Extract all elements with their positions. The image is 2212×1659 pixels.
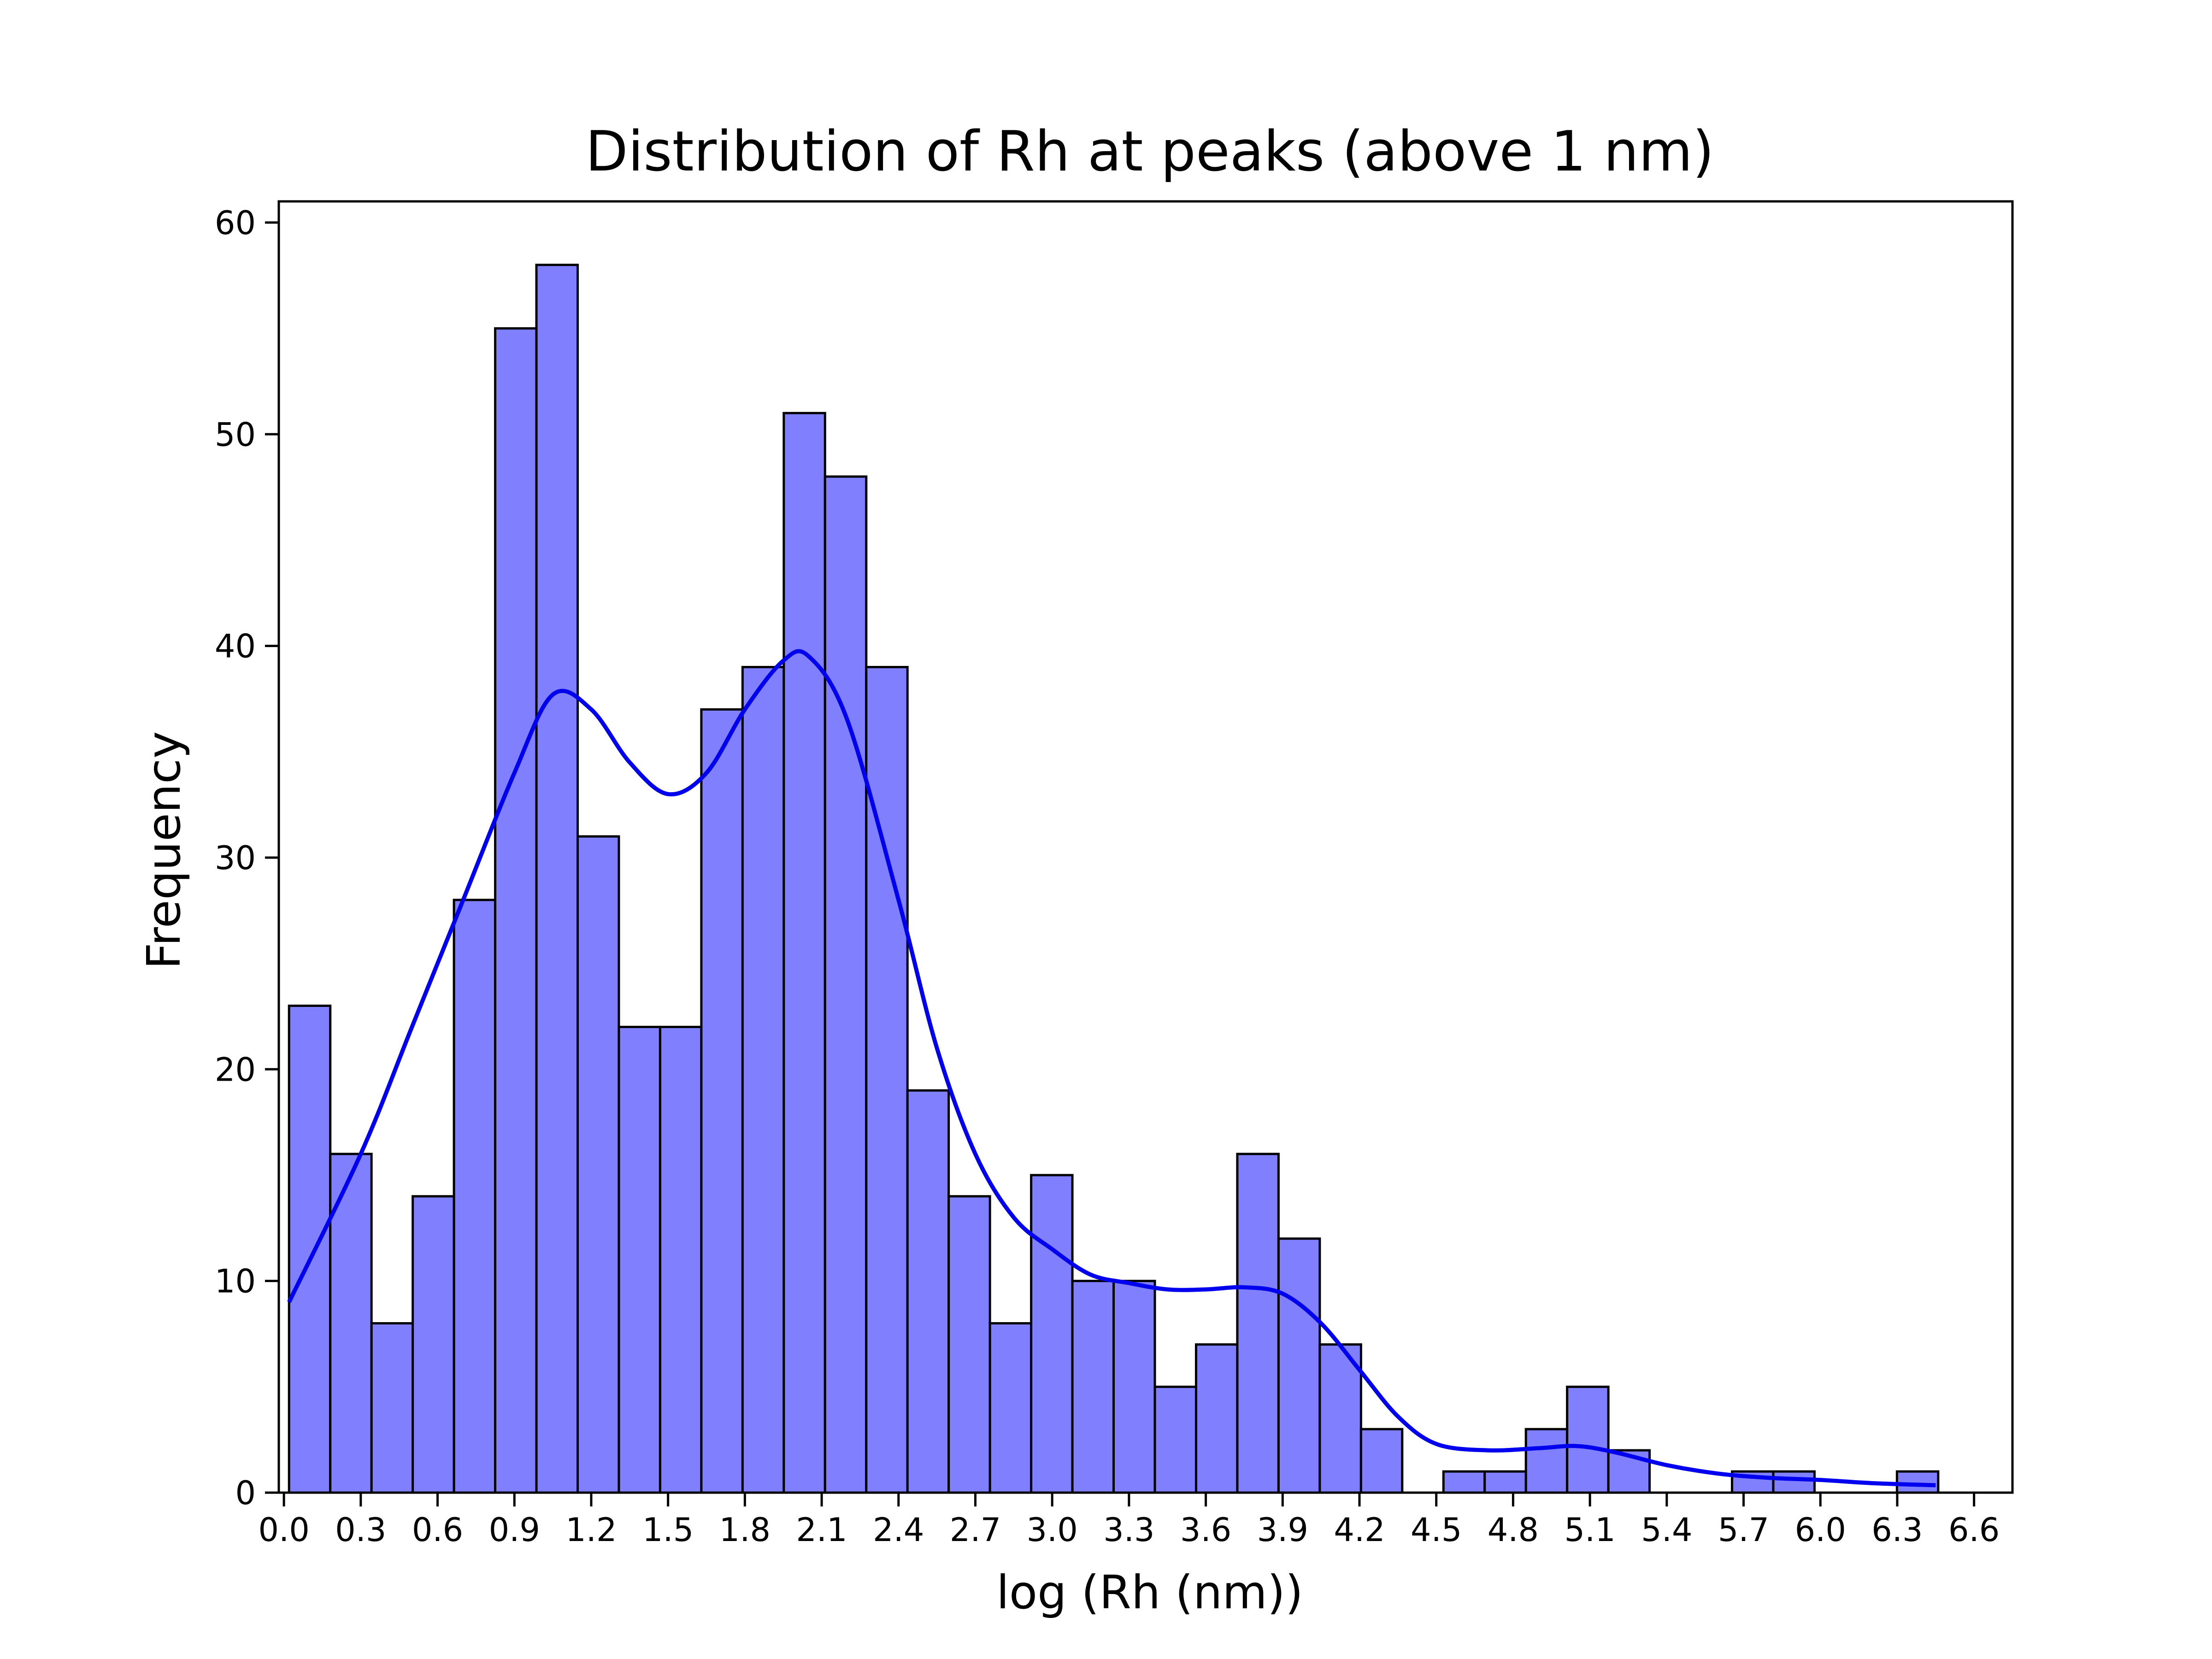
histogram-bar <box>1524 1428 1569 1494</box>
histogram-bar <box>988 1322 1033 1494</box>
x-tick-label: 3.6 <box>1180 1511 1231 1549</box>
chart-title: Distribution of Rh at peaks (above 1 nm) <box>585 120 1714 184</box>
histogram-bar <box>1483 1470 1527 1494</box>
x-tick-label: 1.8 <box>719 1511 771 1549</box>
x-tick-label: 3.0 <box>1027 1511 1078 1549</box>
histogram-bar <box>1153 1385 1197 1494</box>
x-tick-label: 2.1 <box>796 1511 847 1549</box>
histogram-bar <box>824 475 868 1494</box>
histogram-bar <box>1566 1385 1610 1494</box>
histogram-bar <box>370 1322 414 1494</box>
kde-line <box>287 649 1936 1488</box>
kde-curve-layer <box>287 649 1936 1488</box>
histogram-bar <box>906 1089 950 1494</box>
x-tick-label: 5.7 <box>1718 1511 1769 1549</box>
y-tick-label: 10 <box>215 1263 256 1300</box>
histogram-bar <box>659 1025 703 1494</box>
x-tick-label: 2.7 <box>950 1511 1001 1549</box>
x-tick-label: 0.6 <box>412 1511 463 1549</box>
x-tick-label: 5.1 <box>1564 1511 1615 1549</box>
y-axis-label: Frequency <box>137 731 191 970</box>
histogram-bar <box>329 1153 373 1494</box>
bar-series <box>288 264 1940 1494</box>
x-tick-label: 0.9 <box>489 1511 540 1549</box>
x-tick-label: 4.8 <box>1488 1511 1539 1549</box>
histogram-bar <box>1442 1470 1486 1494</box>
histogram-bar <box>1071 1280 1115 1494</box>
histogram-bar <box>1112 1280 1156 1494</box>
y-tick-label: 30 <box>215 839 256 877</box>
y-tick-label: 50 <box>215 416 256 453</box>
y-tick-label: 20 <box>215 1051 256 1088</box>
x-tick-label: 6.3 <box>1871 1511 1923 1549</box>
x-tick-label: 3.9 <box>1257 1511 1308 1549</box>
plot-frame <box>277 200 2014 1494</box>
histogram-bar <box>1030 1174 1074 1494</box>
histogram-bar <box>453 899 497 1494</box>
histogram-bar <box>947 1195 991 1494</box>
histogram-bar <box>1895 1470 1940 1494</box>
y-axis-ticks: 0 10 20 30 40 50 60 <box>215 204 279 1512</box>
histogram-bar <box>576 835 620 1494</box>
x-tick-label: 0.3 <box>335 1511 386 1549</box>
x-tick-label: 1.5 <box>642 1511 694 1549</box>
histogram-bar <box>1236 1153 1280 1494</box>
histogram-bar <box>288 1005 332 1494</box>
histogram-bar <box>782 412 826 1494</box>
x-tick-label: 0.0 <box>258 1511 309 1549</box>
x-tick-label: 3.3 <box>1103 1511 1154 1549</box>
histogram-bar <box>1359 1428 1404 1494</box>
histogram-bar <box>700 708 744 1494</box>
histogram-bar <box>412 1195 455 1494</box>
y-tick-label: 60 <box>215 204 256 242</box>
histogram-bar <box>741 666 785 1494</box>
histogram-bar <box>1277 1237 1321 1494</box>
x-tick-label: 6.6 <box>1948 1511 2000 1549</box>
x-tick-label: 6.0 <box>1795 1511 1846 1549</box>
y-tick-label: 0 <box>235 1474 256 1512</box>
x-tick-label: 1.2 <box>565 1511 617 1549</box>
x-tick-label: 2.4 <box>873 1511 924 1549</box>
x-tick-label: 4.2 <box>1334 1511 1385 1549</box>
histogram-bar <box>535 264 579 1494</box>
histogram-bar <box>618 1025 661 1494</box>
histogram-bar <box>494 327 538 1494</box>
x-tick-label: 5.4 <box>1641 1511 1692 1549</box>
histogram-bar <box>1194 1343 1239 1494</box>
histogram-bar <box>1772 1470 1816 1494</box>
y-tick-label: 40 <box>215 628 256 665</box>
histogram-bar <box>865 666 909 1494</box>
x-axis-ticks: 0.0 0.3 0.6 0.9 1.2 1.5 1.8 2.1 2.4 2.7 3.0 3.3 3.6 3… <box>258 1493 2000 1549</box>
x-tick-label: 4.5 <box>1411 1511 1462 1549</box>
x-axis-label: log (Rh (nm)) <box>996 1565 1303 1619</box>
